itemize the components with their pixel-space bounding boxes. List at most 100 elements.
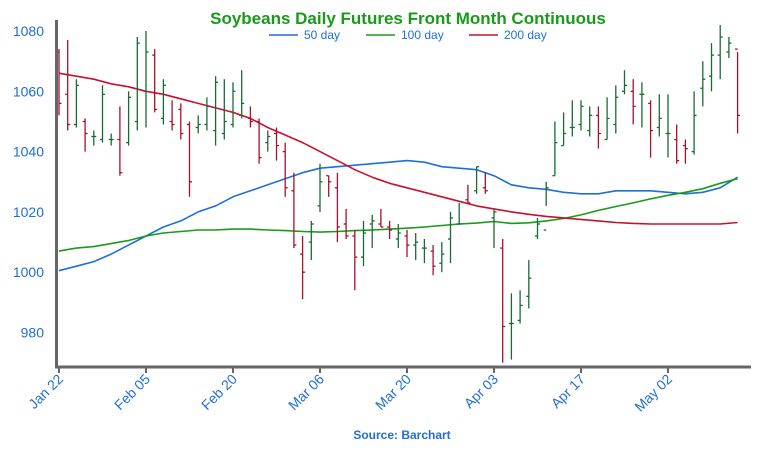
chart-title: Soybeans Daily Futures Front Month Conti… [210,9,606,28]
ohlc-bar [709,43,714,92]
ohlc-bar [535,217,540,239]
ohlc-bar [448,211,453,264]
ohlc-bar [291,172,297,249]
ohlc-bar [126,91,132,146]
ohlc-bar [274,127,279,161]
ohlc-bar [656,94,662,137]
ohlc-bar [352,230,358,291]
ohlc-bar [604,97,610,141]
ohlc-bar [204,97,210,131]
ohlc-bar [300,236,306,300]
y-tick-label: 1020 [13,204,44,220]
ohlc-bar [491,208,497,249]
ohlc-bar [178,103,184,140]
ohlc-bar [439,242,445,273]
ohlc-bar [517,290,523,324]
x-tick-label: May 02 [631,371,675,415]
ohlc-bar [73,79,79,128]
ohlc-bar [369,214,375,249]
legend-200-day-label: 200 day [504,28,547,42]
x-axis-ticks: Jan 22 Feb 05 Feb 20 Mar 06 Mar 20 Apr 03 Apr … [25,367,675,415]
ohlc-bar [239,70,245,119]
ohlc-bar [543,181,549,231]
ohlc-bar [195,115,201,134]
ohlc-bar [82,118,88,152]
ohlc-bar [682,139,688,164]
ohlc-bar [482,172,488,194]
ohlc-bar [404,230,410,258]
ohlc-bar [395,224,401,249]
ohlc-bar [65,40,71,131]
ohlc-bar [308,220,314,261]
ohlc-bar [674,124,680,164]
ohlc-bar [326,175,332,197]
ohlc-bar [100,85,105,143]
x-tick-label: Feb 20 [198,371,240,413]
ohlc-bar [213,76,219,146]
ohlc-bar [430,245,436,276]
ohlc-bar [91,130,97,146]
ohlc-bar [143,31,149,128]
ohlc-bar [717,25,723,80]
ohlc-bar [691,91,697,155]
ohlc-bar [648,100,654,158]
y-tick-label: 1080 [13,23,44,39]
ohlc-bar [595,106,601,149]
ohlc-bar [665,94,671,158]
y-tick-label: 980 [21,325,45,341]
x-tick-label: Apr 03 [461,371,502,412]
legend-50-day-label: 50 day [304,28,340,42]
ohlc-bar [622,70,627,95]
source-note: Source: Barchart [353,428,450,442]
ohlc-bar [413,233,419,261]
x-tick-label: Jan 22 [25,371,66,412]
ma-line-50-day [58,159,739,272]
ohlc-bar [726,37,732,59]
ohlc-bar [526,260,532,309]
ohlc-bar [421,239,427,264]
ohlc-bar [108,133,114,146]
ma-line-200-day [58,72,738,225]
ohlc-bar [569,100,575,137]
ohlc-bar [700,61,706,107]
x-tick-label: Mar 20 [372,371,414,413]
ohlc-bar [152,49,158,113]
ohlc-bar [387,220,393,239]
ohlc-bar [639,82,645,128]
ohlc-bar [221,79,227,140]
y-tick-label: 1040 [13,144,44,160]
x-tick-label: Feb 05 [111,371,153,413]
x-tick-label: Mar 06 [285,371,327,413]
ohlc-bar [334,172,340,243]
y-tick-label: 1000 [13,264,44,280]
ohlc-bar [169,100,175,131]
ohlc-bars [56,25,741,363]
ohlc-bar [378,208,384,228]
ohlc-bar [508,293,514,360]
ohlc-bar [630,79,636,125]
legend-100-day-label: 100 day [401,28,444,42]
ohlc-bar [317,163,323,212]
ohlc-bar [587,106,593,137]
ohlc-bar [256,118,262,164]
ohlc-bar [561,112,567,147]
ohlc-bar [500,239,506,363]
y-tick-label: 1060 [13,83,44,99]
ohlc-bar [187,121,192,197]
ohlc-bar [247,106,253,128]
ohlc-bar [613,85,619,134]
ohlc-bar [578,100,584,131]
ohlc-bar [343,208,349,239]
ohlc-bar [160,79,166,125]
ohlc-bar [282,142,288,197]
y-axis-ticks: 980 1000 1020 1040 1060 1080 [13,23,44,341]
ohlc-bar [456,202,462,225]
ohlc-bar [735,48,741,134]
ohlc-bar [361,220,366,267]
ohlc-bar [465,184,471,204]
ohlc-bar [230,82,236,128]
x-tick-label: Apr 17 [548,371,589,412]
ohlc-bar [134,37,140,131]
ohlc-bar [474,166,480,194]
